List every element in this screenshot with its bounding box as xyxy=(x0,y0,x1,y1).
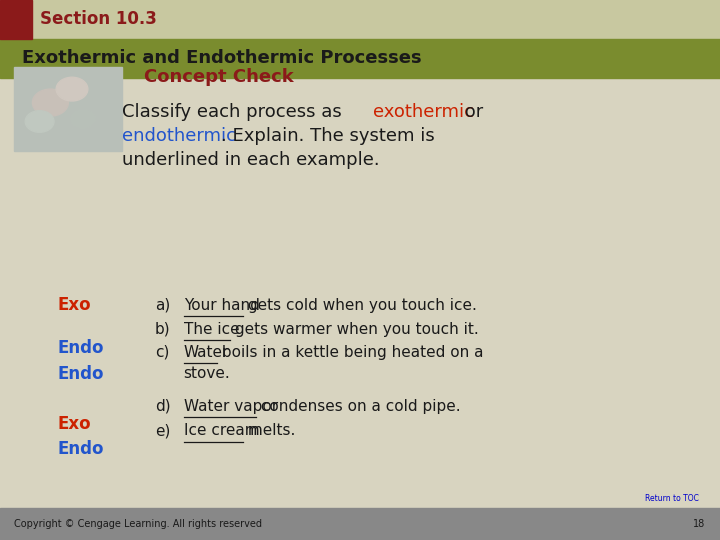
Text: a): a) xyxy=(155,298,170,313)
Text: c): c) xyxy=(155,345,169,360)
Text: e): e) xyxy=(155,423,170,438)
Text: condenses on a cold pipe.: condenses on a cold pipe. xyxy=(256,399,461,414)
Text: Copyright © Cengage Learning. All rights reserved: Copyright © Cengage Learning. All rights… xyxy=(14,519,262,529)
Bar xyxy=(0,0,720,39)
Text: gets cold when you touch ice.: gets cold when you touch ice. xyxy=(243,298,477,313)
Text: Water: Water xyxy=(184,345,229,360)
Text: Exo: Exo xyxy=(58,415,91,433)
Text: 18: 18 xyxy=(693,519,706,529)
Bar xyxy=(14,68,122,151)
Text: underlined in each example.: underlined in each example. xyxy=(122,151,380,170)
Text: Your hand: Your hand xyxy=(184,298,259,313)
Text: or: or xyxy=(459,103,484,121)
Text: Water vapor: Water vapor xyxy=(184,399,278,414)
Text: Concept Check: Concept Check xyxy=(144,68,294,86)
Text: Exothermic and Endothermic Processes: Exothermic and Endothermic Processes xyxy=(22,49,421,68)
Text: d): d) xyxy=(155,399,171,414)
Text: Ice cream: Ice cream xyxy=(184,423,259,438)
Text: boils in a kettle being heated on a: boils in a kettle being heated on a xyxy=(217,345,483,360)
Text: gets warmer when you touch it.: gets warmer when you touch it. xyxy=(230,322,479,337)
Text: Endo: Endo xyxy=(58,339,104,357)
Circle shape xyxy=(25,111,54,132)
Text: Classify each process as: Classify each process as xyxy=(122,103,348,121)
Text: endothermic: endothermic xyxy=(122,127,236,145)
Text: melts.: melts. xyxy=(243,423,295,438)
Text: exothermic: exothermic xyxy=(373,103,474,121)
Text: . Explain. The system is: . Explain. The system is xyxy=(221,127,435,145)
Text: Endo: Endo xyxy=(58,364,104,383)
Circle shape xyxy=(32,89,68,116)
Text: Endo: Endo xyxy=(58,440,104,458)
Text: Return to TOC: Return to TOC xyxy=(644,494,698,503)
Text: The ice: The ice xyxy=(184,322,239,337)
Bar xyxy=(0,0,32,39)
Text: b): b) xyxy=(155,322,171,337)
Text: stove.: stove. xyxy=(184,366,230,381)
Text: Exo: Exo xyxy=(58,296,91,314)
Bar xyxy=(0,39,720,78)
Circle shape xyxy=(56,77,88,101)
Text: Section 10.3: Section 10.3 xyxy=(40,10,156,29)
Bar xyxy=(0,508,720,540)
Circle shape xyxy=(70,109,96,129)
